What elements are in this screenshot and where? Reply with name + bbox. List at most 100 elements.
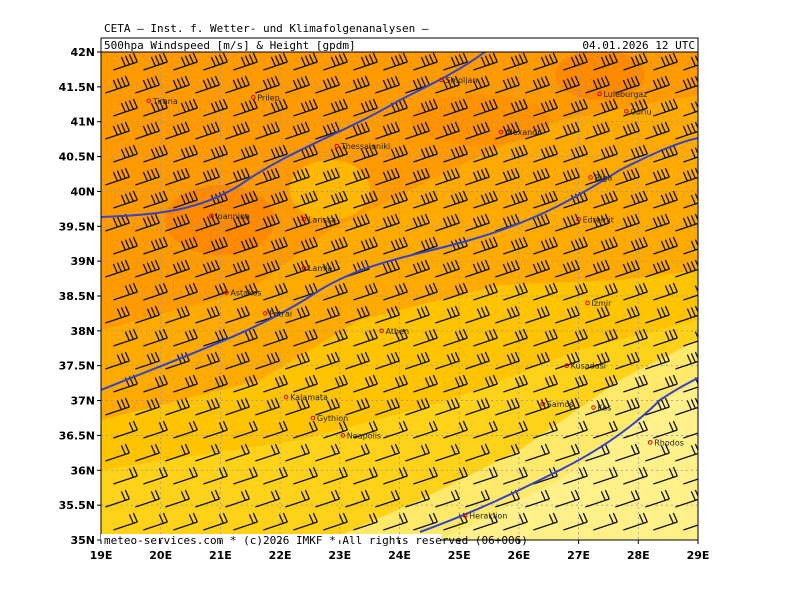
wind-barb: [585, 397, 610, 416]
wind-barb: [653, 98, 678, 117]
city-marker: [647, 440, 653, 445]
wind-barb: [315, 121, 340, 140]
wind-barb: [615, 397, 640, 416]
wind-barb: [465, 213, 490, 232]
y-tick-label: 36N: [70, 464, 95, 477]
wind-barb: [375, 351, 400, 370]
wind-barb: [165, 397, 190, 416]
wind-barb: [165, 213, 190, 232]
wind-barb: [383, 466, 408, 485]
wind-barb: [173, 144, 198, 163]
wind-barb: [135, 397, 160, 416]
wind-barb: [353, 374, 378, 393]
wind-barb: [413, 236, 438, 255]
city-label: Athen: [386, 327, 410, 336]
wind-barb: [323, 512, 348, 531]
wind-barb: [525, 121, 550, 140]
wind-barb: [443, 466, 468, 485]
wind-barb: [353, 144, 378, 163]
wind-barb: [465, 351, 490, 370]
wind-barb: [255, 489, 280, 508]
wind-barb: [195, 213, 220, 232]
city-marker: [379, 328, 384, 334]
wind-barb: [173, 236, 198, 255]
wind-barb: [653, 466, 678, 485]
wind-barb: [593, 236, 618, 255]
wind-barb: [353, 328, 378, 347]
wind-barb: [293, 328, 318, 347]
city-marker: [597, 91, 602, 97]
wind-barb: [105, 167, 130, 186]
city-marker: [585, 300, 590, 306]
wind-barb: [623, 98, 648, 117]
wind-barb: [173, 282, 198, 301]
city-marker: [262, 311, 268, 316]
wind-barb: [353, 512, 378, 531]
wind-barb: [555, 397, 580, 416]
wind-barb: [233, 420, 258, 439]
wind-barb: [413, 328, 438, 347]
wind-barb: [615, 489, 640, 508]
wind-barb: [383, 328, 408, 347]
city-marker: [340, 433, 346, 438]
wind-barb: [165, 167, 190, 186]
wind-barb: [195, 443, 220, 462]
wind-barb: [353, 190, 378, 209]
city-label: Alexandr.: [505, 128, 542, 137]
wind-barb: [195, 167, 220, 186]
wind-barb: [233, 282, 258, 301]
wind-barb: [323, 282, 348, 301]
wind-barb: [135, 259, 160, 278]
footer: meteo-services.com * (c)2026 IMKF * All …: [104, 534, 528, 547]
wind-barb: [413, 98, 438, 117]
wind-barb: [585, 489, 610, 508]
wind-barb: [653, 328, 678, 347]
wind-barb: [503, 144, 528, 163]
wind-barb: [173, 190, 198, 209]
city-marker: [250, 95, 256, 100]
wind-barb: [135, 305, 160, 324]
city-label: Patrai: [269, 309, 292, 318]
wind-barb: [623, 144, 648, 163]
band: [165, 185, 275, 255]
wind-barb: [465, 259, 490, 278]
wind-barb: [323, 98, 348, 117]
wind-barb: [285, 167, 310, 186]
wind-barb: [413, 144, 438, 163]
wind-barb: [683, 377, 698, 393]
city-label: Corlu: [630, 107, 651, 116]
wind-barb: [563, 374, 588, 393]
wind-barb: [285, 305, 310, 324]
wind-barb: [345, 305, 370, 324]
wind-barb: [645, 443, 670, 462]
city-marker: [498, 129, 504, 135]
wind-barb: [383, 282, 408, 301]
wind-barb: [473, 282, 498, 301]
wind-barb: [405, 75, 430, 94]
wind-barb: [653, 144, 678, 163]
wind-barb: [383, 144, 408, 163]
wind-barb: [675, 351, 698, 370]
wind-barb: [135, 213, 160, 232]
wind-barb: [533, 144, 558, 163]
wind-barb: [555, 121, 580, 140]
wind-barb: [143, 374, 168, 393]
wind-barb: [435, 213, 460, 232]
wind-barb: [263, 190, 288, 209]
wind-barb: [323, 144, 348, 163]
wind-barb: [443, 98, 468, 117]
wind-barb: [105, 305, 130, 324]
wind-barb: [623, 466, 648, 485]
wind-barb: [495, 397, 520, 416]
band: [555, 52, 645, 100]
wind-barb: [525, 167, 550, 186]
wind-barb: [645, 213, 670, 232]
wind-barb: [293, 98, 318, 117]
city-marker: [283, 394, 289, 400]
wind-barb: [383, 512, 408, 531]
wind-barb: [113, 466, 138, 485]
wind-barb: [683, 432, 698, 439]
wind-barb: [203, 52, 228, 71]
wind-barb: [473, 328, 498, 347]
wind-barb: [225, 213, 250, 232]
